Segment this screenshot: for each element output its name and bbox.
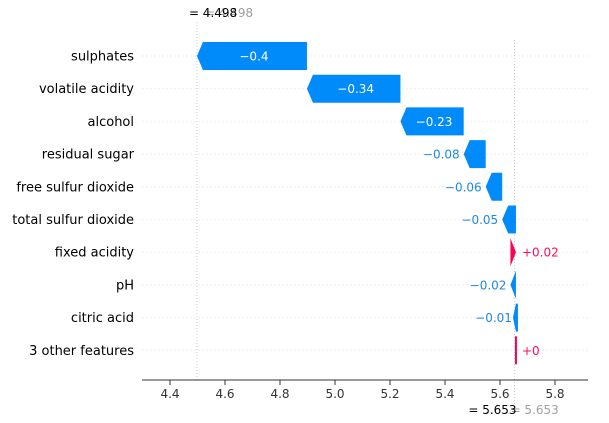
x-tick-label: 4.8 <box>270 387 289 401</box>
bar-value-label: −0.01 <box>475 311 512 325</box>
feature-label: total sulfur dioxide <box>12 213 134 228</box>
bars-group <box>196 42 518 365</box>
bar-value-label: −0.23 <box>416 115 453 129</box>
bar-value-label: −0.4 <box>239 50 268 64</box>
waterfall-bar <box>514 336 517 365</box>
feature-label: alcohol <box>88 115 134 130</box>
feature-label: pH <box>116 278 134 293</box>
waterfall-bar <box>510 238 516 267</box>
feature-label: residual sugar <box>42 148 135 163</box>
bar-value-label: −0.06 <box>445 180 482 194</box>
x-tick-label: 5.6 <box>490 387 509 401</box>
bar-value-label: −0.08 <box>423 148 460 162</box>
final-value-ghost-label: = 5.653 <box>511 403 559 417</box>
feature-label: volatile acidity <box>39 82 134 97</box>
x-tick-label: 5.4 <box>435 387 454 401</box>
bar-value-label: +0 <box>522 344 540 358</box>
waterfall-bar <box>510 270 516 299</box>
bar-value-label: +0.02 <box>522 246 559 260</box>
waterfall-bar <box>485 172 503 201</box>
x-tick-label: 5.2 <box>380 387 399 401</box>
x-tick-label: 5.0 <box>325 387 344 401</box>
final-value-label: = 5.653 <box>468 403 516 417</box>
feature-labels-group: sulphates −0.4 volatile acidity −0.34 alcoho… <box>12 50 558 359</box>
waterfall-bar <box>512 303 518 332</box>
base-value-ghost-label: = 4.498 <box>205 6 253 20</box>
waterfall-bar <box>463 140 486 169</box>
x-tick-label: 5.8 <box>545 387 564 401</box>
x-tick-label: 4.4 <box>160 387 179 401</box>
feature-label: sulphates <box>71 50 134 65</box>
bar-value-label: −0.34 <box>337 82 374 96</box>
bar-value-label: −0.05 <box>461 213 498 227</box>
x-axis: 4.4 4.6 4.8 5.0 5.2 5.4 5.6 5.8 <box>142 379 588 401</box>
waterfall-bar <box>400 107 464 136</box>
feature-label: free sulfur dioxide <box>16 180 134 195</box>
waterfall-bar <box>502 205 516 234</box>
feature-label: fixed acidity <box>55 246 135 261</box>
bar-value-label: −0.02 <box>470 278 507 292</box>
waterfall-bar <box>196 42 307 70</box>
feature-label: 3 other features <box>29 344 134 359</box>
x-tick-label: 4.6 <box>215 387 234 401</box>
waterfall-bar <box>306 74 401 103</box>
base-value-label: = 4.498 <box>189 6 237 20</box>
feature-label: citric acid <box>71 311 134 326</box>
